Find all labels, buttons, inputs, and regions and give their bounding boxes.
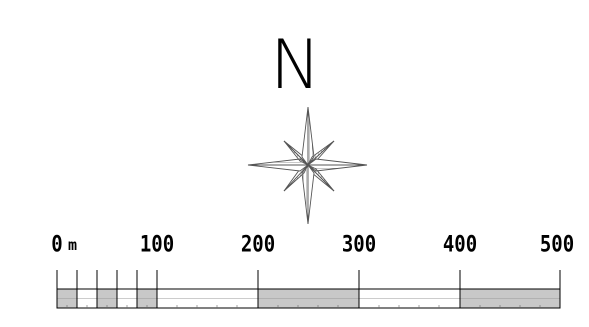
scale-bar (56, 270, 561, 309)
scale-label-400: 400 (442, 232, 478, 258)
scale-label-500: 500 (539, 232, 575, 258)
scale-label-0: 0 (51, 232, 63, 258)
scale-label-300: 300 (341, 232, 377, 258)
scale-unit-label: m (68, 236, 78, 254)
scale-label-100: 100 (139, 232, 175, 258)
north-label: N (270, 26, 321, 105)
scale-label-200: 200 (240, 232, 276, 258)
